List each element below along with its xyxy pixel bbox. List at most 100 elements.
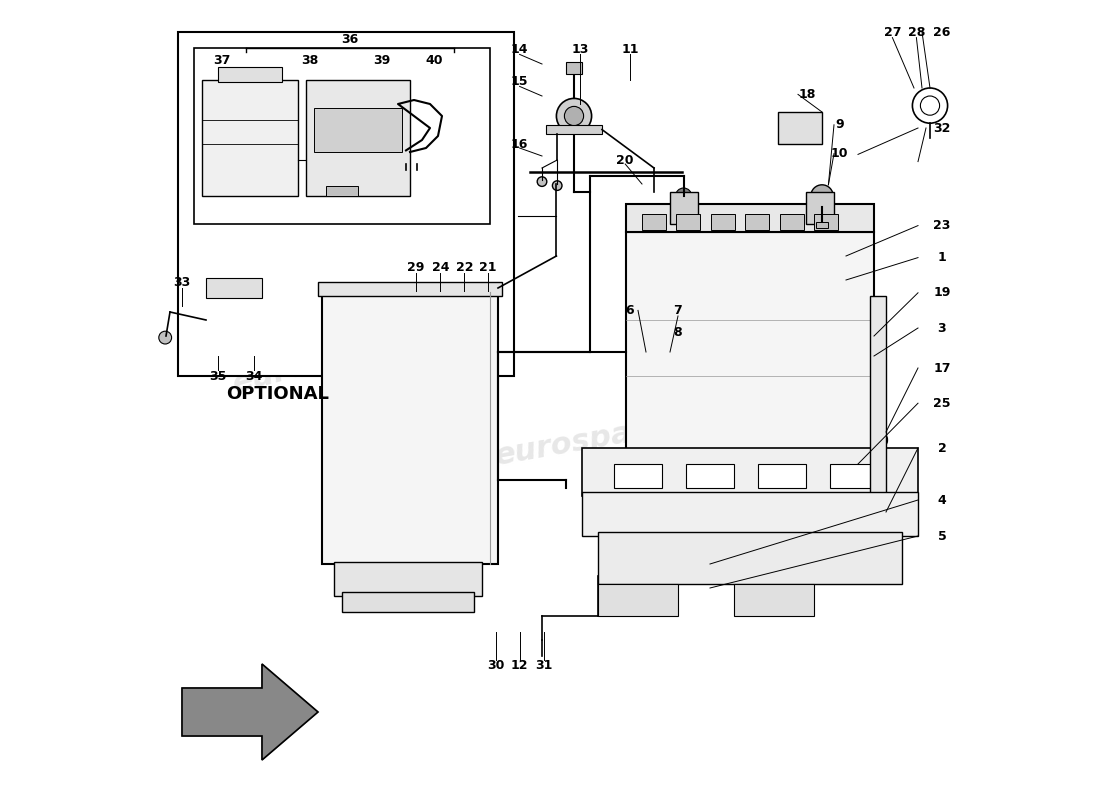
Bar: [686, 464, 734, 488]
Text: 30: 30: [487, 659, 504, 672]
Bar: [318, 282, 502, 296]
Circle shape: [564, 106, 584, 126]
Bar: [814, 214, 838, 230]
Circle shape: [366, 126, 374, 134]
Bar: [582, 492, 918, 536]
Text: 22: 22: [455, 261, 473, 274]
Circle shape: [342, 126, 350, 134]
Text: eurospares: eurospares: [229, 321, 422, 399]
Text: 2: 2: [937, 442, 946, 454]
Bar: [178, 32, 514, 376]
Circle shape: [868, 430, 888, 450]
Bar: [582, 448, 918, 496]
Circle shape: [216, 344, 240, 368]
Bar: [322, 292, 498, 564]
Text: 16: 16: [510, 138, 528, 150]
Text: 23: 23: [933, 219, 950, 232]
Bar: [598, 584, 678, 616]
Text: 12: 12: [510, 659, 528, 672]
Bar: [546, 125, 602, 134]
Text: 5: 5: [937, 530, 946, 542]
Text: 8: 8: [673, 326, 682, 339]
Text: 35: 35: [209, 370, 227, 382]
Text: 4: 4: [937, 494, 946, 506]
Bar: [334, 562, 482, 596]
Text: 20: 20: [616, 154, 634, 166]
Circle shape: [811, 185, 833, 207]
Text: 36: 36: [341, 33, 359, 46]
Text: 1: 1: [937, 251, 946, 264]
Text: 32: 32: [933, 122, 950, 134]
Text: 7: 7: [673, 304, 682, 317]
Bar: [342, 592, 474, 612]
Bar: [778, 112, 822, 144]
Text: 10: 10: [830, 147, 848, 160]
Bar: [745, 214, 769, 230]
Circle shape: [310, 154, 322, 166]
Bar: [626, 204, 875, 232]
Text: 40: 40: [426, 54, 442, 66]
Bar: [626, 232, 875, 456]
Bar: [734, 584, 814, 616]
Text: 33: 33: [174, 276, 190, 289]
Text: 26: 26: [933, 26, 950, 38]
Circle shape: [557, 98, 592, 134]
Text: OPTIONAL: OPTIONAL: [227, 385, 329, 402]
Text: 6: 6: [626, 304, 635, 317]
Text: eurospares: eurospares: [652, 417, 847, 463]
Text: 34: 34: [245, 370, 263, 382]
Circle shape: [204, 298, 264, 358]
Bar: [870, 296, 886, 496]
Text: 27: 27: [883, 26, 901, 38]
Circle shape: [214, 308, 254, 348]
Bar: [206, 278, 262, 298]
Text: 13: 13: [572, 43, 590, 56]
Text: 25: 25: [933, 397, 950, 410]
Circle shape: [158, 331, 172, 344]
Circle shape: [675, 188, 692, 204]
Text: 3: 3: [937, 322, 946, 334]
Text: 15: 15: [510, 75, 528, 88]
Text: 21: 21: [478, 261, 496, 274]
Bar: [598, 532, 902, 584]
Circle shape: [378, 126, 386, 134]
Polygon shape: [182, 664, 318, 760]
Text: 19: 19: [933, 286, 950, 299]
Bar: [670, 192, 698, 224]
Bar: [815, 222, 828, 228]
Text: 9: 9: [835, 118, 844, 131]
Circle shape: [354, 126, 362, 134]
Text: 28: 28: [908, 26, 925, 38]
Text: 38: 38: [301, 54, 319, 66]
Bar: [676, 214, 701, 230]
Text: 29: 29: [407, 261, 425, 274]
Text: 14: 14: [510, 43, 528, 56]
Bar: [314, 108, 402, 152]
Text: 31: 31: [535, 659, 552, 672]
Text: 17: 17: [933, 362, 950, 374]
Circle shape: [402, 144, 421, 163]
Polygon shape: [182, 664, 318, 760]
Bar: [614, 464, 662, 488]
Bar: [202, 80, 298, 196]
Bar: [806, 192, 834, 224]
Circle shape: [318, 126, 326, 134]
Bar: [194, 48, 490, 224]
Circle shape: [537, 177, 547, 186]
Circle shape: [330, 126, 338, 134]
Circle shape: [552, 181, 562, 190]
Bar: [758, 464, 806, 488]
Text: 18: 18: [799, 88, 816, 101]
Text: 37: 37: [213, 54, 231, 66]
Bar: [830, 464, 878, 488]
Text: 39: 39: [373, 54, 390, 66]
Text: 11: 11: [621, 43, 639, 56]
Bar: [218, 67, 282, 82]
Bar: [306, 80, 410, 196]
Bar: [642, 214, 666, 230]
Text: eurospares: eurospares: [493, 409, 688, 471]
Bar: [566, 62, 582, 74]
Bar: [711, 214, 735, 230]
Circle shape: [812, 188, 827, 204]
Circle shape: [210, 284, 218, 292]
